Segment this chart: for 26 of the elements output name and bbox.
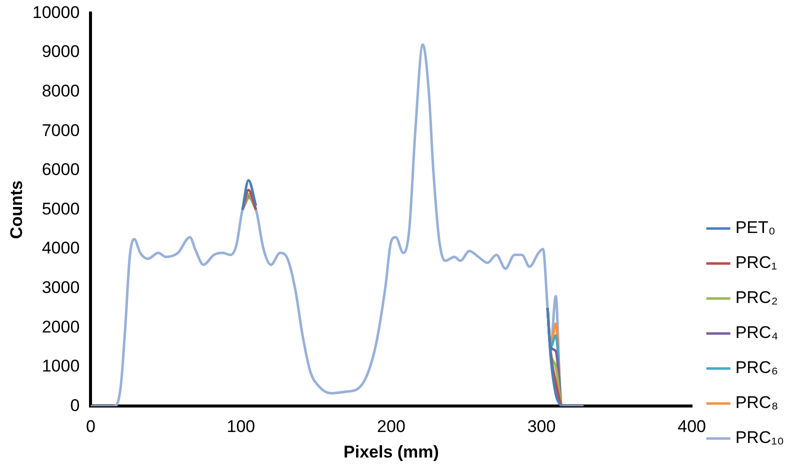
y-tick-label: 1000 [42, 356, 80, 376]
y-tick-label: 3000 [42, 278, 80, 297]
legend-label: PRC₁ [735, 253, 778, 272]
legend-label: PRC₈ [735, 393, 778, 412]
y-tick-label: 6000 [42, 160, 80, 180]
y-tick-label: 5000 [42, 199, 80, 218]
legend-label: PRC₁₀ [735, 428, 784, 448]
y-tick-label: 4000 [42, 238, 80, 258]
line-series [90, 43, 585, 406]
x-tick-label: 100 [226, 417, 256, 436]
legend-label: PRC₂ [735, 288, 778, 308]
y-tick-label: 10000 [32, 2, 80, 22]
x-tick-label: 0 [86, 417, 96, 436]
x-tick-label: 200 [377, 417, 406, 436]
x-tick-label: 300 [527, 417, 556, 436]
y-tick-label: 9000 [42, 42, 80, 62]
legend-label: PRC₆ [735, 358, 778, 378]
y-tick-label: 7000 [42, 120, 80, 140]
y-tick-label: 2000 [42, 317, 80, 336]
x-axis-title: Pixels (mm) [344, 442, 439, 462]
legend-label: PRC₄ [735, 323, 778, 342]
y-axis-title: Counts [6, 180, 26, 239]
y-tick-label: 8000 [42, 81, 80, 100]
y-tick-label: 0 [70, 396, 80, 415]
legend-label: PET₀ [735, 218, 776, 238]
x-tick-label: 400 [678, 417, 706, 436]
